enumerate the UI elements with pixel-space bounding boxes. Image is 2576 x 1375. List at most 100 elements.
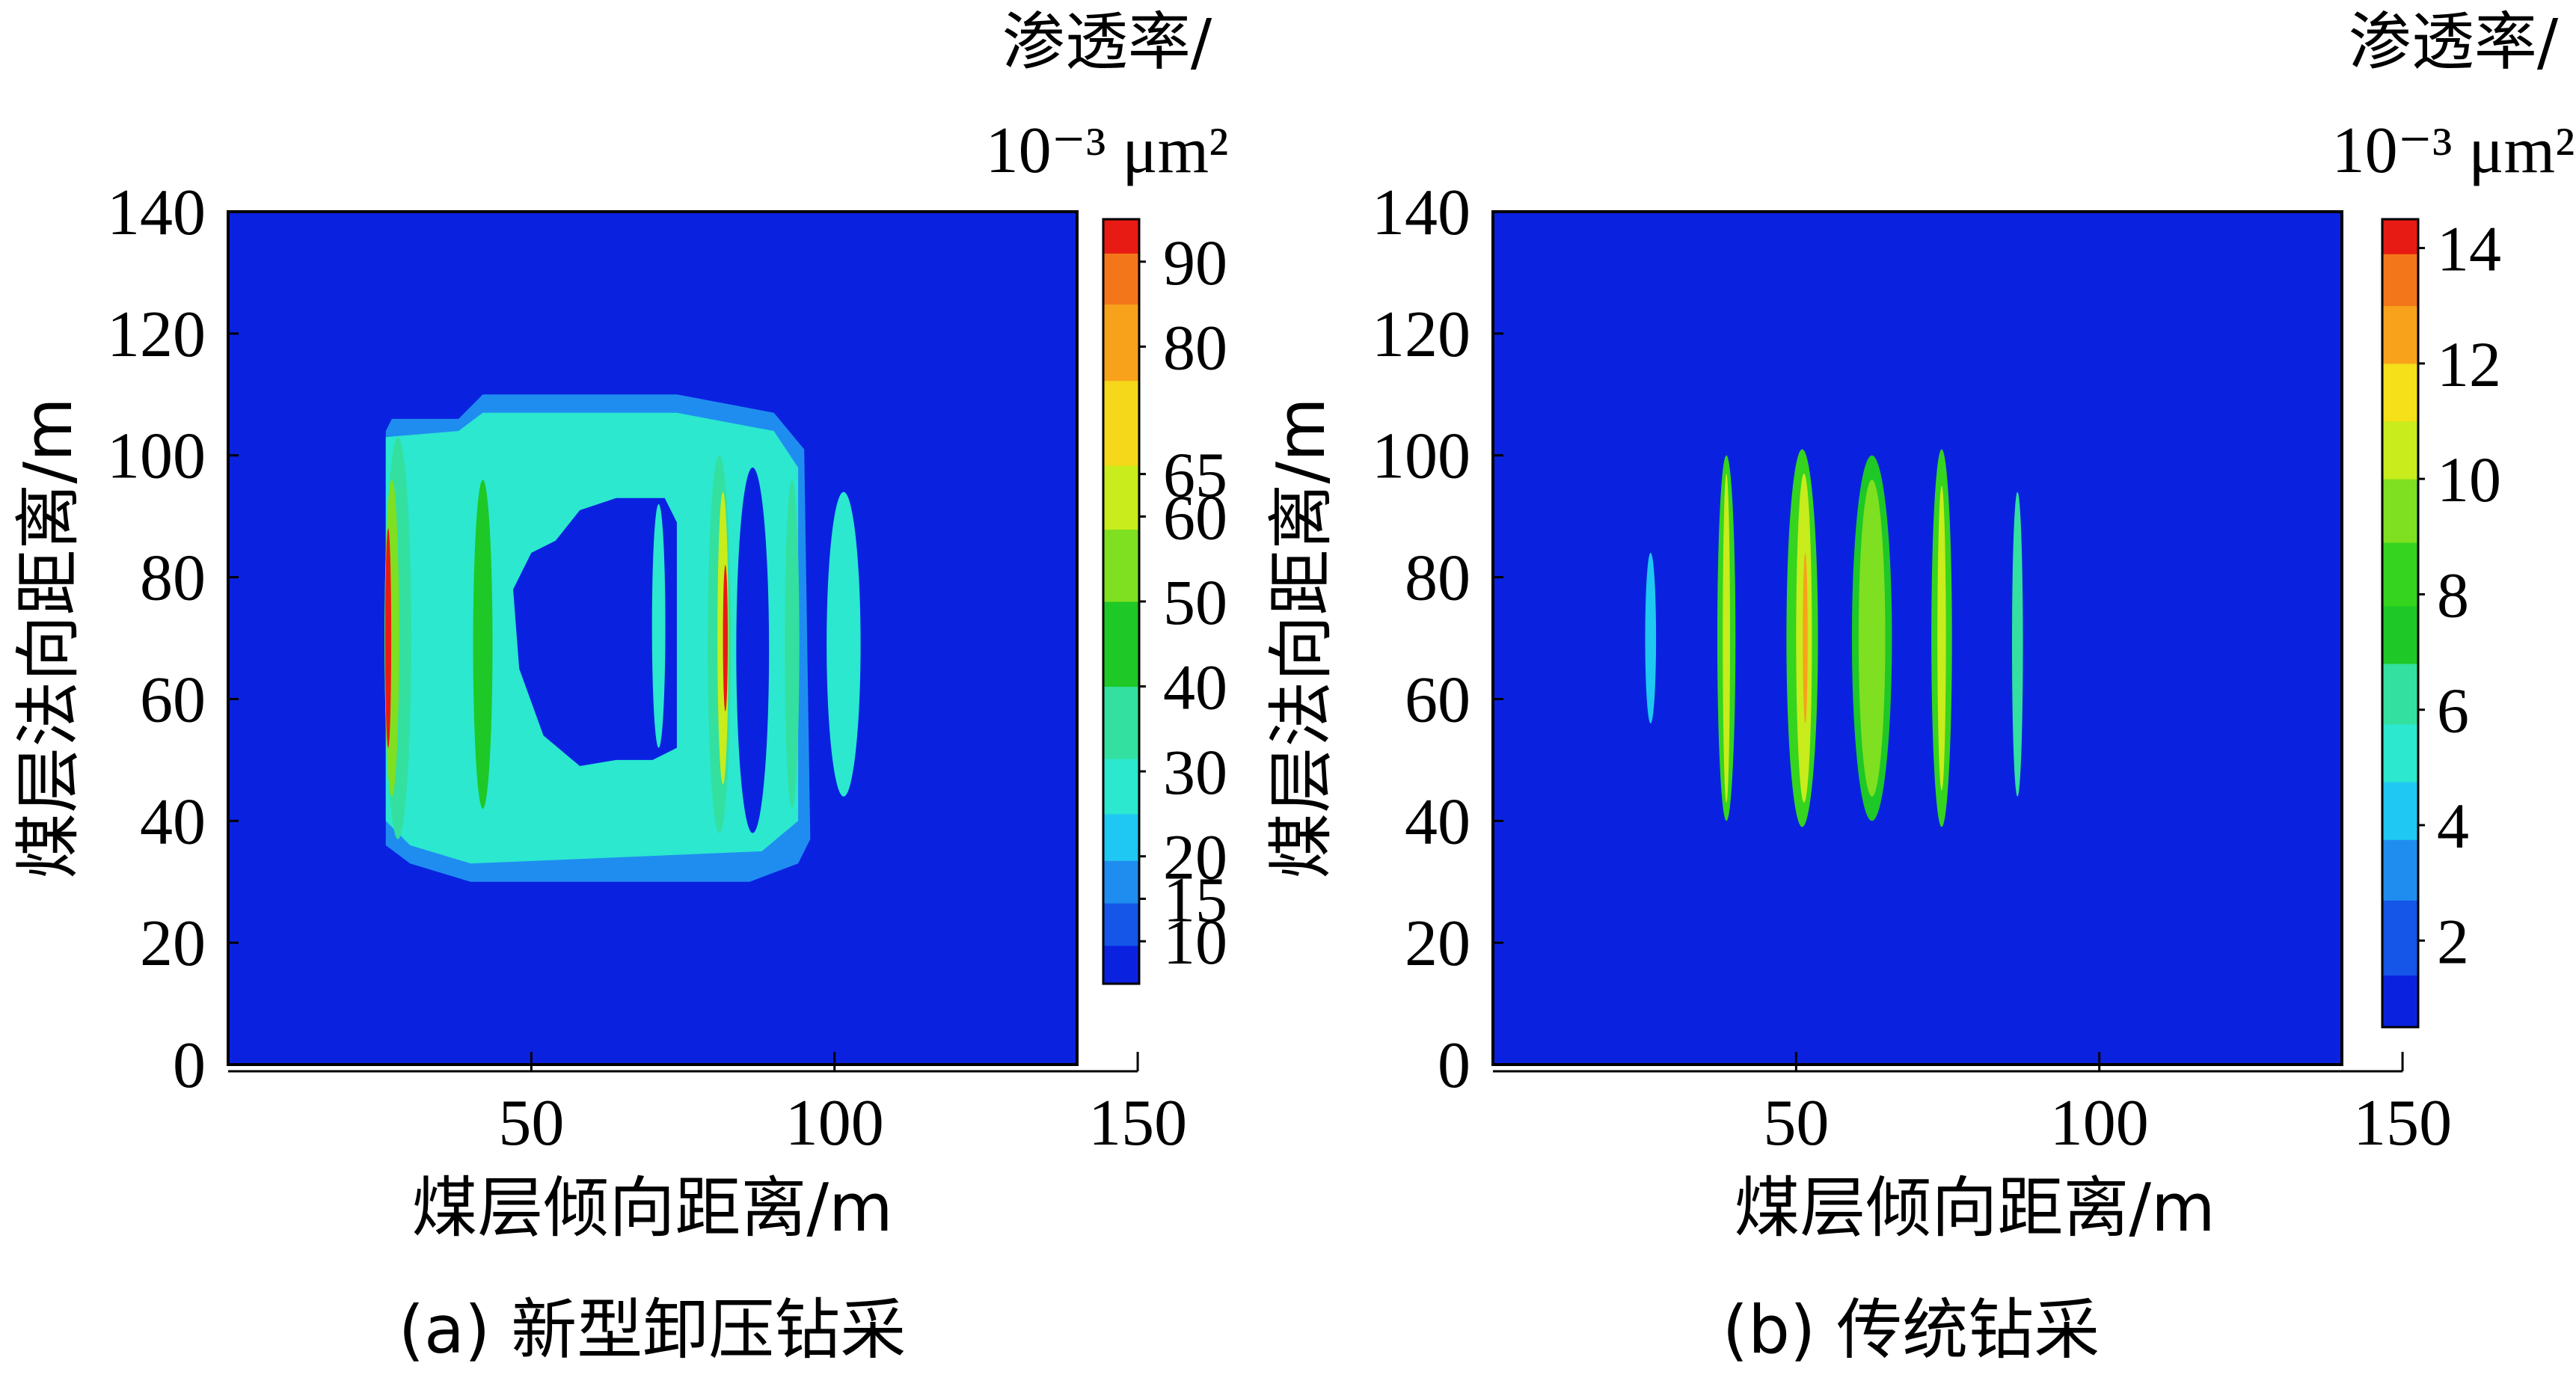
colorbar-tick-label: 6 [2437,675,2469,747]
panel-b-x-axis-label: 煤层倾向距离/m [1734,1169,2215,1246]
x-tick-label: 50 [1763,1087,1829,1160]
y-tick-label: 140 [1372,177,1471,249]
colorbar-band [1103,529,1139,602]
panel-b-y-ticks: 0 20 40 60 80 100 120 140 [1372,177,1503,1102]
colorbar-tick-label: 20 [1163,821,1227,893]
colorbar-band [1103,304,1139,382]
colorbar-band [1103,380,1139,466]
panel-b-heatmap [1493,212,2342,1065]
colorbar-band [1103,465,1139,530]
colorbar-tick-label: 12 [2437,328,2501,400]
panel-a-x-axis-label: 煤层倾向距离/m [411,1169,892,1246]
heatmap-region-5 [827,491,861,797]
colorbar-band [2382,605,2418,664]
heatmap-region-7 [1858,480,1886,797]
colorbar-tick-label: 15 [1163,863,1227,935]
colorbar-band [1103,813,1139,861]
panel-a-x-ticks: 50 100 150 [228,1052,1187,1160]
heatmap-background [1493,212,2342,1065]
colorbar-tick-label: 14 [2437,213,2501,285]
y-tick-label: 40 [1405,786,1471,858]
colorbar-tick-label: 4 [2437,790,2469,862]
colorbar-tick-label: 10 [1163,906,1227,978]
heatmap-region-5 [1803,553,1808,723]
colorbar-band [2382,782,2418,840]
colorbar-band [1103,759,1139,815]
colorbar-tick-label: 65 [1163,439,1227,511]
panel-b: 0 20 40 60 80 100 120 140 50 100 150 煤层倾向距离/m 煤层法… [1263,5,2575,1368]
heatmap-region-8 [384,528,392,748]
heatmap-region-2 [513,497,677,766]
panel-a-caption: (a) 新型卸压钻采 [399,1291,907,1368]
colorbar-band [2382,305,2418,364]
panel-a-y-ticks: 0 20 40 60 80 100 120 140 [107,177,239,1102]
y-tick-label: 0 [1438,1029,1471,1102]
y-tick-label: 100 [107,420,206,493]
heatmap-region-12 [723,565,729,711]
y-tick-label: 60 [1405,664,1471,736]
colorbar-band [2382,254,2418,307]
panel-b-x-ticks: 50 100 150 [1493,1052,2452,1160]
heatmap-region-0 [1645,553,1657,723]
panel-a: 0 20 40 60 80 100 120 140 50 100 150 煤层倾向距离/m 煤层法… [10,5,1228,1368]
heatmap-region-2 [1723,474,1730,803]
panel-a-heatmap [228,212,1077,1065]
y-tick-label: 80 [1405,542,1471,615]
colorbar-band [2382,479,2418,543]
x-tick-label: 100 [785,1087,884,1160]
panel-b-plot-frame [1491,210,2343,1066]
panel-b-caption: (b) 传统钻采 [1723,1291,2100,1368]
colorbar-tick-label: 40 [1163,652,1227,723]
heatmap-region-9 [1937,486,1946,791]
y-tick-label: 80 [140,542,206,615]
y-tick-label: 60 [140,664,206,736]
x-tick-label: 50 [498,1087,564,1160]
colorbar-tick-label: 60 [1163,481,1227,553]
colorbar-band [1103,253,1139,305]
colorbar-band [2382,363,2418,422]
colorbar-band [2382,900,2418,976]
colorbar-tick-label: 80 [1163,311,1227,383]
y-tick-label: 40 [140,786,206,858]
colorbar-band [2382,664,2418,725]
colorbar-tick-label: 30 [1163,736,1227,808]
panel-b-colorbar: 2 4 6 8 10 12 14 [2381,213,2501,1029]
colorbar-band [1103,945,1139,984]
heatmap-region-11 [717,491,729,785]
panel-a-plot-frame [227,210,1079,1066]
colorbar-tick-label: 90 [1163,227,1227,298]
y-tick-label: 120 [107,298,206,371]
panel-a-colorbar-title-line1: 渗透率/ [1002,5,1212,79]
colorbar-tick-label: 10 [2437,444,2501,515]
y-tick-label: 120 [1372,298,1471,371]
colorbar-band [1103,601,1139,688]
colorbar-band [1103,860,1139,904]
panel-b-y-axis-label: 煤层法向距离/m [1263,397,1340,878]
colorbar-tick-label: 50 [1163,566,1227,638]
y-tick-label: 0 [173,1029,206,1102]
colorbar-band [2382,975,2418,1028]
colorbar-band [2382,219,2418,254]
colorbar-band [2382,839,2418,901]
colorbar-tick-label: 8 [2437,559,2469,631]
panel-a-colorbar-title-line2: 10⁻³ μm² [986,114,1229,187]
panel-b-colorbar-title-line1: 渗透率/ [2349,5,2559,79]
panel-a-y-axis-label: 煤层法向距离/m [10,397,87,878]
heatmap-region-3 [736,468,770,833]
colorbar-band [1103,903,1139,946]
colorbar-band [2382,724,2418,783]
y-tick-label: 100 [1372,420,1471,493]
panel-b-colorbar-title-line2: 10⁻³ μm² [2332,114,2575,187]
y-tick-label: 20 [1405,907,1471,980]
y-tick-label: 140 [107,177,206,249]
colorbar-band [2382,542,2418,607]
colorbar-band [1103,219,1139,254]
heatmap-region-10 [2011,491,2023,797]
heatmap-region-13 [785,480,800,809]
colorbar-tick-label: 2 [2437,905,2469,977]
heatmap-region-9 [473,480,493,809]
colorbar-band [2382,421,2418,480]
colorbar-band [1103,686,1139,759]
